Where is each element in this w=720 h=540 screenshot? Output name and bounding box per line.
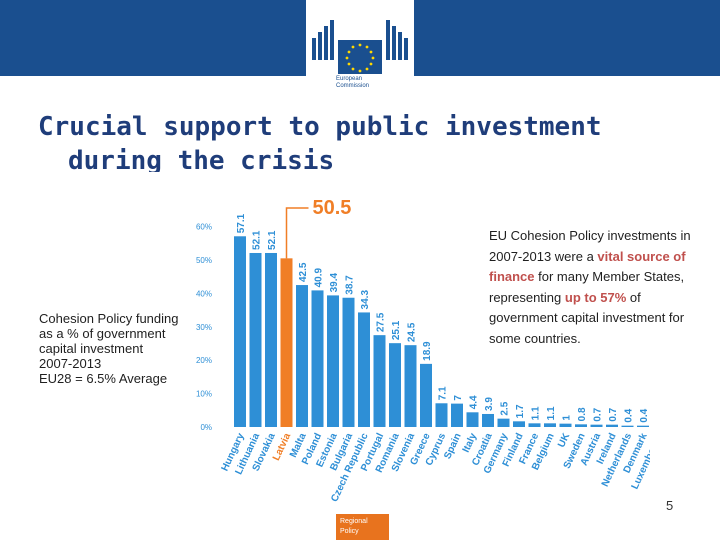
data-label: 24.5 bbox=[407, 322, 418, 342]
data-label: 0.7 bbox=[608, 407, 619, 421]
data-label: 52.1 bbox=[267, 230, 278, 250]
bar-chart: 0%10%20%30%40%50%60% 57.1Hungary52.1Lithu… bbox=[196, 197, 650, 504]
page-number: 5 bbox=[666, 498, 674, 513]
bar bbox=[513, 421, 525, 427]
bar bbox=[373, 335, 386, 427]
bar bbox=[234, 236, 246, 427]
data-label: 1.1 bbox=[531, 406, 542, 420]
logo bbox=[306, 0, 414, 98]
leader-line bbox=[285, 207, 309, 259]
bar bbox=[621, 425, 634, 427]
y-tick-label: 60% bbox=[196, 223, 212, 232]
bar bbox=[249, 252, 262, 427]
bar bbox=[420, 363, 432, 427]
bar bbox=[451, 403, 463, 427]
bar bbox=[311, 290, 324, 427]
data-label: 3.9 bbox=[484, 397, 495, 411]
bar bbox=[389, 343, 401, 427]
bar bbox=[544, 423, 556, 427]
bar bbox=[559, 423, 572, 427]
bar bbox=[528, 423, 541, 427]
data-label: 0.4 bbox=[639, 408, 650, 422]
commission-building-icon bbox=[312, 20, 408, 74]
bar bbox=[435, 403, 448, 427]
y-tick-label: 30% bbox=[196, 323, 212, 332]
y-tick-label: 40% bbox=[196, 289, 212, 298]
data-label: 34.3 bbox=[360, 290, 371, 310]
data-label: 50.5 bbox=[313, 197, 352, 219]
bar bbox=[327, 295, 339, 427]
data-label: 39.4 bbox=[329, 273, 340, 293]
chart-caption: Cohesion Policy funding as a % of govern… bbox=[39, 311, 179, 386]
data-label: 42.5 bbox=[298, 262, 309, 282]
highlight-note: EU Cohesion Policy investments in 2007-2… bbox=[489, 228, 691, 346]
data-label: 52.1 bbox=[252, 230, 263, 250]
data-label: 1 bbox=[562, 415, 573, 421]
bar bbox=[497, 418, 510, 427]
y-tick-label: 50% bbox=[196, 256, 212, 265]
title-divider bbox=[0, 172, 720, 186]
bar bbox=[637, 425, 649, 427]
logo-text: European Commission bbox=[336, 76, 370, 89]
y-tick-label: 20% bbox=[196, 356, 212, 365]
data-label: 57.1 bbox=[236, 213, 247, 233]
data-label: 38.7 bbox=[345, 275, 356, 295]
bar bbox=[280, 258, 293, 427]
bar bbox=[482, 413, 494, 427]
bar bbox=[466, 412, 479, 427]
bar bbox=[358, 312, 370, 427]
bar bbox=[590, 424, 603, 427]
footer-badge: Regional Policy bbox=[336, 514, 389, 540]
bar bbox=[342, 297, 355, 427]
y-tick-label: 10% bbox=[196, 390, 212, 399]
bar bbox=[296, 285, 308, 427]
data-label: 7 bbox=[453, 395, 464, 401]
data-label: 4.4 bbox=[469, 395, 480, 409]
data-label: 1.7 bbox=[515, 404, 526, 418]
data-label: 25.1 bbox=[391, 320, 402, 340]
bar bbox=[575, 424, 587, 427]
data-label: 7.1 bbox=[438, 386, 449, 400]
data-label: 0.8 bbox=[577, 407, 588, 421]
data-label: 18.9 bbox=[422, 341, 433, 361]
page-title: Crucial support to public investment dur… bbox=[38, 112, 602, 176]
data-label: 2.5 bbox=[500, 401, 511, 415]
bar bbox=[606, 424, 618, 427]
data-label: 0.4 bbox=[624, 408, 635, 422]
bar bbox=[404, 345, 417, 427]
data-label: 27.5 bbox=[376, 312, 387, 332]
data-label: 0.7 bbox=[593, 407, 604, 421]
bar bbox=[265, 252, 277, 427]
data-label: 1.1 bbox=[546, 406, 557, 420]
y-tick-label: 0% bbox=[200, 423, 212, 432]
data-label: 40.9 bbox=[314, 267, 325, 287]
